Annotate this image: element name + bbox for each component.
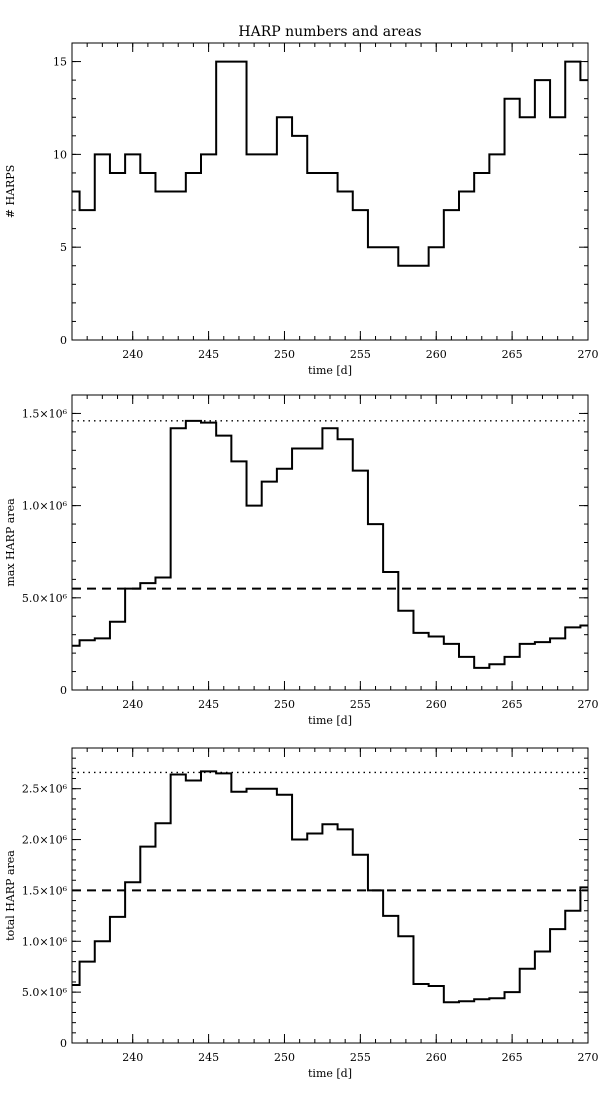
y-tick-label: 5.0×10⁶	[22, 592, 68, 605]
x-tick-label: 240	[122, 1051, 143, 1064]
plot-frame	[71, 42, 589, 341]
x-tick-label: 245	[198, 1051, 219, 1064]
panel-harp-numbers: 240 245 250 255 260 265 270 0 5 10 15 time [d] # HAR…	[4, 42, 599, 377]
y-tick-label: 15	[53, 56, 67, 69]
x-tick-label: 245	[198, 698, 219, 711]
y-tick-label: 1.0×10⁶	[22, 935, 68, 948]
x-tick-label: 240	[122, 698, 143, 711]
y-tick-label: 5	[60, 241, 67, 254]
figure-title: HARP numbers and areas	[238, 24, 421, 40]
y-tick-label: 10	[53, 148, 67, 161]
y-axis-label: max HARP area	[4, 498, 17, 587]
x-tick-label: 265	[502, 1051, 523, 1064]
panel-max-harp-area: 240 245 250 255 260 265 270 0 5.0×10⁶ 1.0×10⁶ 1.5×…	[4, 394, 599, 727]
x-tick-label: 240	[122, 348, 143, 361]
x-tick-label: 250	[274, 348, 295, 361]
plot-frame	[71, 747, 589, 1044]
y-axis-label: # HARPS	[4, 165, 17, 218]
step-series-line	[72, 60, 588, 267]
x-axis-label: time [d]	[308, 364, 352, 377]
y-tick-label: 2.0×10⁶	[22, 834, 68, 847]
x-tick-label: 270	[578, 1051, 599, 1064]
x-tick-label: 265	[502, 348, 523, 361]
x-tick-label: 255	[350, 698, 371, 711]
x-axis-label: time [d]	[308, 1067, 352, 1080]
x-tick-label: 250	[274, 698, 295, 711]
step-series-line	[72, 770, 588, 1004]
x-tick-label: 260	[426, 348, 447, 361]
x-tick-label: 270	[578, 698, 599, 711]
y-tick-label: 1.5×10⁶	[22, 884, 68, 897]
y-tick-label: 0	[60, 684, 67, 697]
panel-total-harp-area: 240 245 250 255 260 265 270 0 5.0×10⁶ 1.0×10⁶ 1.5×…	[4, 747, 599, 1080]
x-tick-label: 250	[274, 1051, 295, 1064]
y-tick-label: 0	[60, 1037, 67, 1050]
x-tick-label: 255	[350, 1051, 371, 1064]
x-tick-label: 260	[426, 698, 447, 711]
y-axis-label: total HARP area	[4, 850, 17, 941]
x-tick-label: 265	[502, 698, 523, 711]
y-tick-label: 5.0×10⁶	[22, 986, 68, 999]
y-tick-label: 1.5×10⁶	[22, 407, 68, 420]
y-tick-label: 0	[60, 334, 67, 347]
y-tick-label: 1.0×10⁶	[22, 500, 68, 513]
y-tick-label: 2.5×10⁶	[22, 783, 68, 796]
x-axis-label: time [d]	[308, 714, 352, 727]
x-tick-label: 245	[198, 348, 219, 361]
x-tick-label: 260	[426, 1051, 447, 1064]
x-tick-label: 255	[350, 348, 371, 361]
plot-frame	[71, 394, 589, 691]
step-series-line	[72, 419, 588, 669]
x-tick-label: 270	[578, 348, 599, 361]
